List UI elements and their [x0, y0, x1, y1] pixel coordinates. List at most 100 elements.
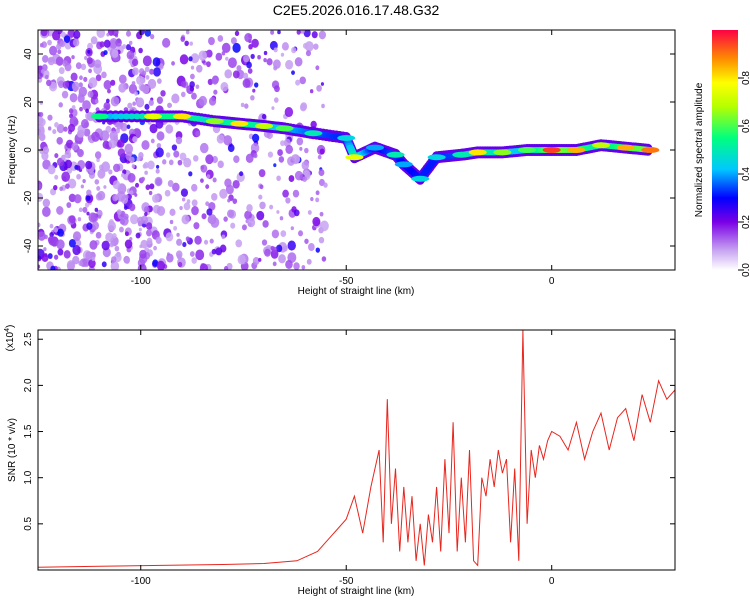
noise-speckle [95, 74, 102, 82]
noise-speckle [165, 232, 174, 242]
noise-speckle [225, 56, 229, 61]
noise-speckle [321, 256, 327, 262]
noise-speckle [237, 254, 246, 265]
noise-speckle [138, 47, 143, 54]
noise-speckle [137, 216, 144, 225]
noise-speckle [144, 212, 148, 217]
y-tick-label: 0.5 [23, 516, 34, 530]
noise-speckle [38, 129, 41, 136]
noise-speckle [211, 248, 217, 255]
ridge-point [542, 147, 561, 153]
noise-speckle [53, 227, 59, 233]
noise-speckle [141, 70, 147, 76]
noise-speckle [295, 79, 301, 86]
noise-speckle [169, 208, 176, 216]
snr-frame [37, 329, 676, 571]
ridge-point [144, 113, 163, 120]
noise-speckle [66, 202, 72, 208]
noise-speckle [68, 215, 76, 224]
colorbar-tick-label: 0.8 [741, 71, 750, 85]
noise-speckle [299, 146, 303, 151]
noise-speckle [138, 227, 142, 232]
noise-speckle [38, 264, 41, 269]
noise-speckle [315, 65, 320, 71]
noise-speckle [168, 103, 173, 108]
noise-speckle [247, 217, 256, 228]
noise-speckle [253, 153, 258, 159]
noise-speckle [88, 212, 98, 223]
noise-speckle [94, 99, 99, 104]
noise-speckle [205, 201, 210, 207]
noise-speckle [110, 79, 116, 86]
noise-speckle [115, 38, 122, 47]
ridge-point [592, 142, 611, 149]
noise-speckle [304, 238, 309, 244]
noise-speckle [140, 239, 148, 249]
noise-speckle [47, 114, 53, 121]
noise-speckle [49, 45, 58, 56]
noise-speckle [115, 120, 124, 130]
noise-speckle [246, 204, 253, 212]
noise-speckle [176, 238, 183, 246]
noise-speckle [123, 213, 129, 220]
noise-speckle [58, 102, 63, 108]
noise-speckle [256, 210, 265, 221]
noise-speckle [125, 30, 132, 37]
noise-speckle [112, 180, 121, 190]
noise-speckle [164, 189, 171, 197]
x-tick-label: 0 [549, 576, 555, 587]
spectrogram-ylabel: Frequency (Hz) [7, 116, 18, 185]
noise-speckle [97, 169, 106, 179]
y-tick-label: 2.0 [23, 378, 34, 392]
noise-speckle [156, 96, 164, 104]
noise-speckle [42, 198, 51, 208]
noise-speckle [146, 229, 152, 237]
noise-speckle [49, 223, 54, 229]
noise-speckle [191, 257, 197, 264]
noise-speckle [47, 56, 55, 66]
noise-speckle [258, 169, 266, 178]
noise-speckle [73, 194, 82, 204]
noise-speckle [54, 174, 59, 180]
noise-speckle [123, 205, 128, 210]
noise-speckle [191, 92, 197, 100]
noise-speckle [129, 190, 134, 195]
noise-speckle [117, 148, 126, 158]
noise-speckle [140, 84, 147, 92]
noise-speckle [190, 65, 195, 70]
noise-speckle [271, 246, 278, 253]
noise-speckle [40, 69, 45, 74]
noise-speckle [46, 79, 52, 87]
noise-speckle [94, 151, 102, 159]
noise-speckle [195, 249, 205, 261]
noise-speckle [254, 82, 259, 88]
noise-speckle [261, 113, 267, 120]
noise-speckle [101, 240, 110, 251]
noise-speckle [156, 164, 160, 169]
noise-speckle [63, 126, 68, 132]
noise-speckle [189, 41, 193, 46]
noise-speckle [203, 239, 209, 245]
noise-speckle [70, 196, 75, 201]
noise-speckle [221, 42, 231, 54]
noise-speckle [259, 184, 264, 190]
noise-speckle [181, 197, 186, 202]
noise-speckle [86, 211, 90, 216]
noise-speckle [211, 76, 219, 85]
noise-speckle [205, 154, 214, 165]
noise-speckle [171, 144, 178, 151]
noise-speckle [236, 65, 242, 72]
noise-speckle [146, 237, 153, 245]
noise-speckle [58, 67, 65, 75]
noise-speckle [149, 33, 155, 40]
noise-speckle [144, 170, 148, 175]
noise-speckle [91, 221, 100, 230]
noise-speckle [221, 234, 226, 240]
noise-speckle [137, 263, 147, 270]
noise-speckle [134, 193, 138, 197]
noise-speckle [56, 157, 65, 167]
ridge-point [386, 151, 405, 158]
noise-speckle [223, 265, 229, 270]
noise-speckle [263, 57, 267, 63]
noise-speckle [275, 244, 283, 253]
